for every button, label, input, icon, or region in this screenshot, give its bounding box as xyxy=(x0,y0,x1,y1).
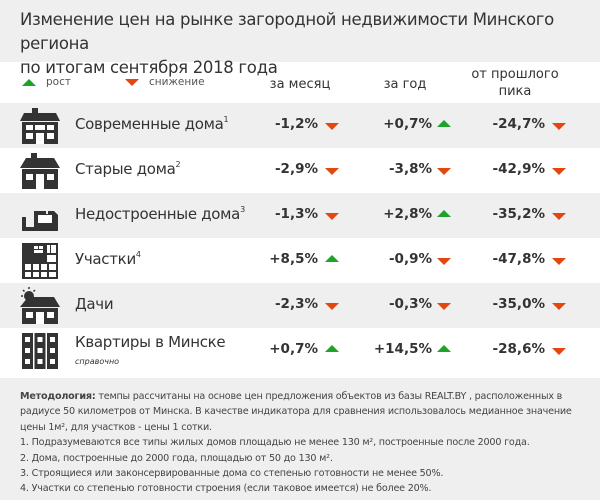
month-change: -2,3% xyxy=(274,296,318,312)
legend-up-label: рост xyxy=(46,76,71,88)
arrow-up-icon xyxy=(437,345,451,352)
arrow-up-icon xyxy=(325,255,339,262)
year-change: -3,8% xyxy=(388,161,432,177)
arrow-down-icon xyxy=(552,123,566,130)
legend-down: снижение xyxy=(125,76,205,88)
table-row: Недостроенные дома3 -1,3% +2,8% -35,2% xyxy=(0,193,600,238)
column-peak-line-1: от прошлого xyxy=(471,67,559,82)
arrow-up-icon xyxy=(325,345,339,352)
peak-change: -47,8% xyxy=(492,251,545,267)
footnote-2: 2. Дома, построенные до 2000 года, площа… xyxy=(20,452,333,464)
old-house-icon xyxy=(20,153,60,189)
footnote-ref: 3 xyxy=(240,205,245,214)
footnote-ref: 4 xyxy=(135,250,141,259)
year-change: +14,5% xyxy=(373,341,432,357)
row-label-text: Недостроенные дома xyxy=(75,205,241,223)
arrow-down-icon xyxy=(437,258,451,265)
column-peak: от прошлого пика xyxy=(470,66,560,100)
footnote-ref: 2 xyxy=(175,160,181,169)
legend-up: рост xyxy=(22,76,71,88)
row-label: Участки4 xyxy=(75,250,141,268)
arrow-down-icon xyxy=(552,213,566,220)
arrow-down-icon xyxy=(437,168,451,175)
arrow-down-icon xyxy=(125,78,139,86)
year-change: -0,3% xyxy=(388,296,432,312)
column-month: за месяц xyxy=(269,77,331,92)
dacha-icon xyxy=(20,287,60,324)
unfinished-house-icon xyxy=(22,211,58,231)
row-label-text: Участки xyxy=(75,250,136,268)
footer-notes: Методология: темпы рассчитаны на основе … xyxy=(0,378,600,500)
table-row: Квартиры в Минске справочно +0,7% +14,5% -28… xyxy=(0,328,600,373)
month-change: -2,9% xyxy=(274,161,318,177)
land-plot-icon xyxy=(22,243,58,279)
peak-change: -35,0% xyxy=(492,296,545,312)
row-label: Современные дома1 xyxy=(75,115,229,133)
peak-change: -42,9% xyxy=(492,161,545,177)
methodology: Методология: темпы рассчитаны на основе … xyxy=(20,389,580,435)
footnote-3: 3. Строящиеся или законсервированные дом… xyxy=(20,468,444,480)
peak-change: -35,2% xyxy=(492,206,545,222)
peak-change: -28,6% xyxy=(492,341,545,357)
peak-change: -24,7% xyxy=(492,116,545,132)
arrow-down-icon xyxy=(552,168,566,175)
year-change: -0,9% xyxy=(388,251,432,267)
legend-down-label: снижение xyxy=(149,76,205,88)
year-change: +2,8% xyxy=(383,206,432,222)
month-change: +8,5% xyxy=(269,251,318,267)
arrow-down-icon xyxy=(325,303,339,310)
methodology-text: темпы рассчитаны на основе цен предложен… xyxy=(20,391,572,433)
arrow-down-icon xyxy=(552,348,566,355)
row-label-text: Старые дома xyxy=(75,160,176,178)
month-change: -1,3% xyxy=(274,206,318,222)
title-line-2: по итогам сентября 2018 года xyxy=(20,58,278,77)
arrow-up-icon xyxy=(22,78,36,86)
table-row: Дачи -2,3% -0,3% -35,0% xyxy=(0,283,600,328)
arrow-up-icon xyxy=(437,210,451,217)
row-label-text: Современные дома xyxy=(75,115,224,133)
row-label: Дачи xyxy=(75,295,114,313)
arrow-down-icon xyxy=(437,303,451,310)
row-label: Старые дома2 xyxy=(75,160,181,178)
year-change: +0,7% xyxy=(383,116,432,132)
table-row: Старые дома2 -2,9% -3,8% -42,9% xyxy=(0,148,600,193)
column-year: за год xyxy=(383,77,427,92)
row-label-text: Квартиры в Минске xyxy=(75,333,226,351)
arrow-down-icon xyxy=(552,303,566,310)
table-row: Современные дома1 -1,2% +0,7% -24,7% xyxy=(0,103,600,148)
row-sublabel: справочно xyxy=(75,357,120,366)
column-peak-line-2: пика xyxy=(498,84,532,99)
table-header: рост снижение за месяц за год от прошлог… xyxy=(0,62,600,103)
table-row: Участки4 +8,5% -0,9% -47,8% xyxy=(0,238,600,283)
arrow-down-icon xyxy=(325,168,339,175)
arrow-up-icon xyxy=(437,120,451,127)
footnote-ref: 1 xyxy=(223,115,229,124)
row-label: Недостроенные дома3 xyxy=(75,205,245,223)
arrow-down-icon xyxy=(552,258,566,265)
modern-house-icon xyxy=(20,108,60,144)
row-label-text: Дачи xyxy=(75,295,114,313)
footnote-4: 4. Участки со степенью готовности строен… xyxy=(20,483,432,495)
arrow-down-icon xyxy=(325,123,339,130)
month-change: -1,2% xyxy=(274,116,318,132)
page-title: Изменение цен на рынке загородной недвиж… xyxy=(0,0,600,77)
title-line-1: Изменение цен на рынке загородной недвиж… xyxy=(20,10,554,53)
arrow-down-icon xyxy=(325,213,339,220)
row-label: Квартиры в Минске xyxy=(75,333,226,351)
methodology-label: Методология: xyxy=(20,391,96,402)
footnote-1: 1. Подразумеваются все типы жилых домов … xyxy=(20,437,530,449)
apartment-building-icon xyxy=(22,333,58,369)
month-change: +0,7% xyxy=(269,341,318,357)
